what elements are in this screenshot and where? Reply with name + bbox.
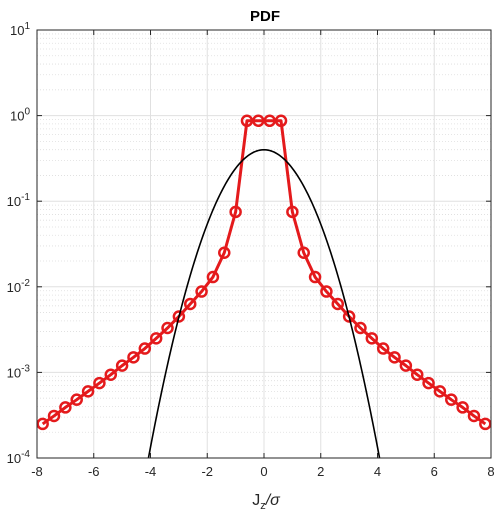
x-axis-label-subscript: z [260,500,266,512]
empirical-pdf-point [342,310,356,323]
empirical-pdf-point [195,285,208,298]
axes-layer: -8 -6 -4 -2 0 2 4 6 8 10-4 10-3 10-2 10-1 100 101 [7,21,495,479]
empirical-pdf-point [206,270,220,284]
y-tick-label: 10-2 [7,278,31,295]
chart-title: PDF [250,8,280,25]
x-tick-label: -6 [88,464,100,479]
empirical-pdf-point [286,205,299,219]
empirical-pdf-point [104,368,118,381]
empirical-pdf-point [252,114,265,128]
empirical-pdf-point [376,342,390,355]
x-axis-label-base: J [252,492,260,509]
empirical-pdf-point [365,332,379,345]
empirical-pdf-point [115,359,129,372]
empirical-pdf-point [172,310,186,323]
empirical-pdf-point [433,385,447,398]
series-layer [36,114,492,458]
x-tick-label: -4 [145,464,157,479]
empirical-pdf-point [218,246,231,259]
empirical-pdf-point [263,114,276,128]
empirical-pdf-point [81,385,95,398]
x-tick-label: 6 [431,464,438,479]
x-tick-label: 4 [374,464,381,479]
x-axis-label: Jz/σ [252,492,281,512]
empirical-pdf-point [422,376,435,390]
grid [36,29,492,459]
y-tick-label: 10-1 [7,192,31,209]
empirical-pdf-point [274,114,288,128]
empirical-pdf-point [320,285,333,298]
empirical-pdf-point [354,321,367,335]
empirical-pdf-point [331,297,345,311]
y-tick-label: 10-3 [7,363,31,380]
x-tick-label: 0 [260,464,267,479]
x-tick-label: -8 [31,464,43,479]
empirical-pdf-point [445,393,458,406]
y-tick-label: 100 [10,107,30,124]
empirical-pdf-point [240,114,254,128]
x-tick-label: -2 [201,464,213,479]
empirical-pdf-point [308,270,322,284]
y-tick-label: 10-4 [7,449,31,466]
empirical-pdf-point [467,409,481,423]
empirical-pdf-point [70,393,83,406]
empirical-pdf-point [410,368,424,381]
empirical-pdf-point [59,401,72,414]
x-tick-label: 2 [317,464,324,479]
empirical-pdf-point [456,401,469,414]
empirical-pdf-point [36,417,49,431]
empirical-pdf-point [93,376,106,390]
x-tick-label: 8 [487,464,494,479]
x-axis-label-rest: /σ [265,492,281,509]
empirical-pdf-point [127,351,140,364]
gaussian-reference-curve [147,148,381,458]
empirical-pdf-point [297,246,310,259]
empirical-pdf-point [229,205,242,219]
empirical-pdf-point [388,351,401,364]
empirical-pdf-point [149,332,163,345]
y-tick-label: 101 [10,21,30,38]
empirical-pdf-point [479,417,492,431]
empirical-pdf-point [399,359,413,372]
empirical-pdf-point [138,342,152,355]
empirical-pdf-point [47,409,61,423]
empirical-pdf-point [161,321,174,335]
empirical-pdf-point [183,297,197,311]
